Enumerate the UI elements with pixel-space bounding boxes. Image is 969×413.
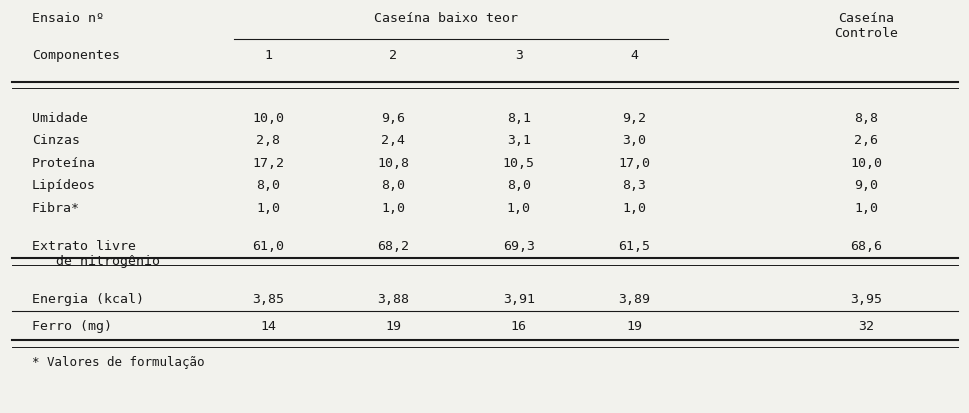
Text: 8,0: 8,0 <box>256 179 280 192</box>
Text: Fibra*: Fibra* <box>32 202 79 214</box>
Text: 61,0: 61,0 <box>252 240 284 254</box>
Text: 2,4: 2,4 <box>381 134 405 147</box>
Text: Extrato livre
   de nitrogênio: Extrato livre de nitrogênio <box>32 240 160 268</box>
Text: 2,8: 2,8 <box>256 134 280 147</box>
Text: 3: 3 <box>515 49 522 62</box>
Text: 14: 14 <box>260 320 276 333</box>
Text: 17,2: 17,2 <box>252 157 284 170</box>
Text: 3,85: 3,85 <box>252 293 284 306</box>
Text: 19: 19 <box>385 320 401 333</box>
Text: 9,0: 9,0 <box>853 179 877 192</box>
Text: 10,0: 10,0 <box>849 157 881 170</box>
Text: 16: 16 <box>511 320 526 333</box>
Text: Umidade: Umidade <box>32 112 87 125</box>
Text: 17,0: 17,0 <box>618 157 650 170</box>
Text: 68,2: 68,2 <box>377 240 409 254</box>
Text: 1,0: 1,0 <box>506 202 530 214</box>
Text: 3,95: 3,95 <box>849 293 881 306</box>
Text: 61,5: 61,5 <box>618 240 650 254</box>
Text: 4: 4 <box>630 49 638 62</box>
Text: 8,8: 8,8 <box>853 112 877 125</box>
Text: Ferro (mg): Ferro (mg) <box>32 320 111 333</box>
Text: 1,0: 1,0 <box>853 202 877 214</box>
Text: 8,1: 8,1 <box>506 112 530 125</box>
Text: 19: 19 <box>626 320 641 333</box>
Text: Energia (kcal): Energia (kcal) <box>32 293 143 306</box>
Text: 10,0: 10,0 <box>252 112 284 125</box>
Text: 9,6: 9,6 <box>381 112 405 125</box>
Text: Cinzas: Cinzas <box>32 134 79 147</box>
Text: 3,91: 3,91 <box>502 293 534 306</box>
Text: 1: 1 <box>264 49 271 62</box>
Text: 8,3: 8,3 <box>622 179 645 192</box>
Text: 1,0: 1,0 <box>622 202 645 214</box>
Text: 3,89: 3,89 <box>618 293 650 306</box>
Text: 3,0: 3,0 <box>622 134 645 147</box>
Text: 10,8: 10,8 <box>377 157 409 170</box>
Text: 2: 2 <box>389 49 397 62</box>
Text: * Valores de formulação: * Valores de formulação <box>32 356 204 369</box>
Text: 2,6: 2,6 <box>853 134 877 147</box>
Text: 10,5: 10,5 <box>502 157 534 170</box>
Text: Caseína
Controle: Caseína Controle <box>833 12 897 40</box>
Text: 9,2: 9,2 <box>622 112 645 125</box>
Text: 69,3: 69,3 <box>502 240 534 254</box>
Text: 8,0: 8,0 <box>506 179 530 192</box>
Text: Componentes: Componentes <box>32 49 119 62</box>
Text: Lipídeos: Lipídeos <box>32 179 96 192</box>
Text: 68,6: 68,6 <box>849 240 881 254</box>
Text: 3,1: 3,1 <box>506 134 530 147</box>
Text: Caseína baixo teor: Caseína baixo teor <box>374 12 517 25</box>
Text: 3,88: 3,88 <box>377 293 409 306</box>
Text: 32: 32 <box>857 320 873 333</box>
Text: 1,0: 1,0 <box>256 202 280 214</box>
Text: Proteína: Proteína <box>32 157 96 170</box>
Text: 8,0: 8,0 <box>381 179 405 192</box>
Text: Ensaio nº: Ensaio nº <box>32 12 104 25</box>
Text: 1,0: 1,0 <box>381 202 405 214</box>
